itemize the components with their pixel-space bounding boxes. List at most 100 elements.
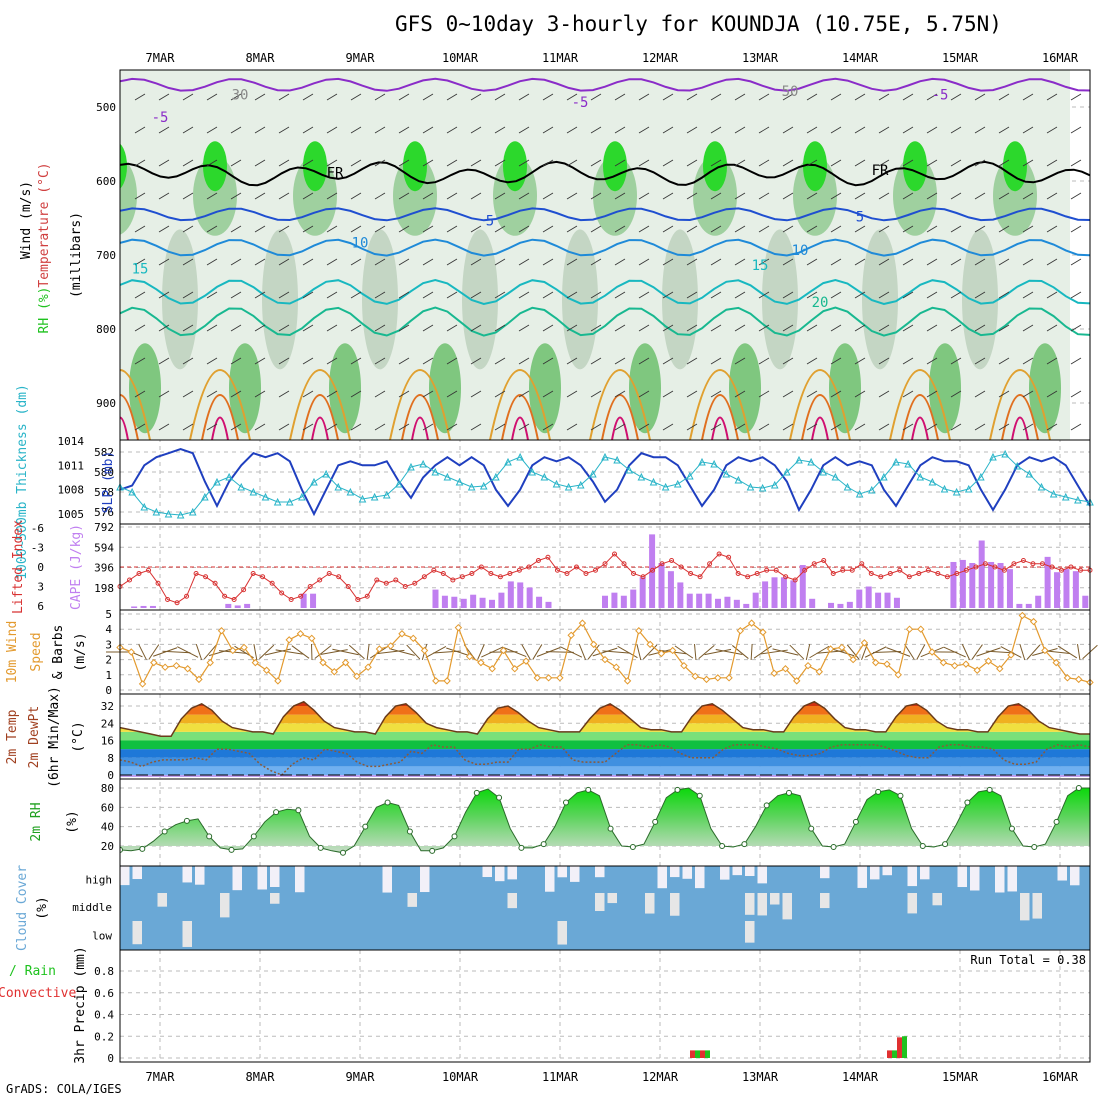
wind-barb [477, 644, 485, 660]
wind-barb [374, 258, 386, 266]
wind-barb [503, 646, 527, 658]
wind-speed-point [657, 649, 666, 658]
clear-sky-cell [120, 866, 130, 886]
contour-label: FR [327, 165, 344, 181]
warm-contour [811, 416, 829, 440]
thickness-point [334, 482, 343, 491]
cape-bar [677, 582, 684, 608]
wind-barb [806, 225, 818, 233]
warm-contour [901, 394, 939, 440]
cape-bar [488, 599, 495, 608]
rh-tick-label: 40 [101, 821, 114, 834]
date-label-bottom: 12MAR [642, 1070, 679, 1084]
rh-line [120, 787, 1090, 854]
lifted-index-point [659, 561, 665, 567]
wind-barb [926, 324, 938, 332]
thickness-point [722, 469, 731, 478]
rh-point [339, 849, 346, 856]
cape-tick-label: 198 [94, 582, 114, 595]
wind-barb [348, 644, 365, 660]
wind-barb [374, 159, 386, 167]
wind-barb [398, 390, 410, 398]
wind-barb [662, 159, 674, 167]
lifted-index-point [564, 571, 570, 576]
date-label-top: 16MAR [1042, 51, 1079, 65]
rh-unit-label: (%) [65, 810, 80, 833]
rh-blob [120, 156, 137, 235]
wind-barb [950, 159, 962, 167]
wind-barb [182, 159, 194, 167]
temperature-field [120, 700, 1090, 777]
wind-speed-point [962, 660, 970, 668]
wind-barb [206, 423, 218, 431]
wind-barb [182, 357, 194, 365]
wind-barb [1022, 357, 1034, 365]
clear-sky-cell [132, 866, 142, 880]
wind-barb [886, 647, 911, 657]
wind-barb [350, 126, 362, 134]
clear-sky-cell [182, 921, 192, 947]
slp-tick-label: 1008 [58, 484, 85, 497]
wind-barb [446, 324, 458, 332]
thickness-point [188, 507, 197, 516]
wind-barb [734, 93, 746, 101]
thickness-point [358, 494, 367, 503]
temperature-contour [120, 278, 1090, 306]
wind-barb [230, 126, 242, 134]
wind-barb [734, 126, 746, 134]
warm-contour [411, 416, 429, 440]
wind-barb [134, 390, 146, 398]
wind-barb [916, 644, 926, 660]
credit-label: GrADS: COLA/IGES [6, 1082, 122, 1096]
wind-barb [446, 647, 471, 657]
lifted-index-point [925, 567, 931, 573]
wind-barb [686, 192, 698, 200]
temp-title-label: 2m Temp [5, 709, 20, 764]
wind-barb [470, 225, 482, 233]
wind-barb [302, 390, 314, 398]
wind-barb [950, 93, 962, 101]
wind-barb [374, 192, 386, 200]
temperature-band [120, 766, 1090, 775]
thickness-point [140, 502, 149, 511]
wind-speed-point [702, 675, 711, 684]
wind-barb [902, 291, 914, 299]
lifted-index-point [1001, 567, 1007, 573]
wind-barb [374, 324, 386, 332]
wind-barb [314, 645, 332, 659]
lifted-index-point [193, 571, 199, 576]
wind-barb [422, 159, 434, 167]
rh-point [942, 841, 949, 848]
wind-barb [374, 390, 386, 398]
lifted-index-point [431, 567, 437, 573]
warm-contour [801, 394, 839, 440]
lifted-index-point [1077, 567, 1083, 573]
wind-barb [904, 644, 915, 660]
wind-barb [253, 643, 258, 661]
date-label-bottom: 16MAR [1042, 1070, 1079, 1084]
wind-barb [998, 159, 1010, 167]
cape-bar [715, 598, 722, 608]
wind-barb [1046, 192, 1058, 200]
wind-barb [614, 291, 626, 299]
clear-sky-cell [882, 866, 892, 876]
clear-sky-cell [382, 866, 392, 893]
rh-blob [529, 343, 561, 434]
wind-barb [446, 225, 458, 233]
thickness-point [819, 467, 828, 476]
wind-barb [590, 93, 602, 101]
wind-barb [926, 192, 938, 200]
wind-barb [518, 324, 530, 332]
clear-sky-cell [182, 866, 192, 883]
wind-barb [902, 390, 914, 398]
wind-barb [278, 225, 290, 233]
cloud-level-label: high [86, 874, 113, 887]
wind-speed-point [161, 663, 169, 671]
cape-bar [1063, 569, 1070, 608]
rh-blob [429, 343, 461, 434]
contour-label: -5 [572, 95, 589, 111]
wind-barb [638, 93, 650, 101]
pressure-tick-label: 700 [96, 249, 116, 262]
wind-speed-point [1041, 646, 1049, 655]
rh-blob [229, 343, 261, 434]
